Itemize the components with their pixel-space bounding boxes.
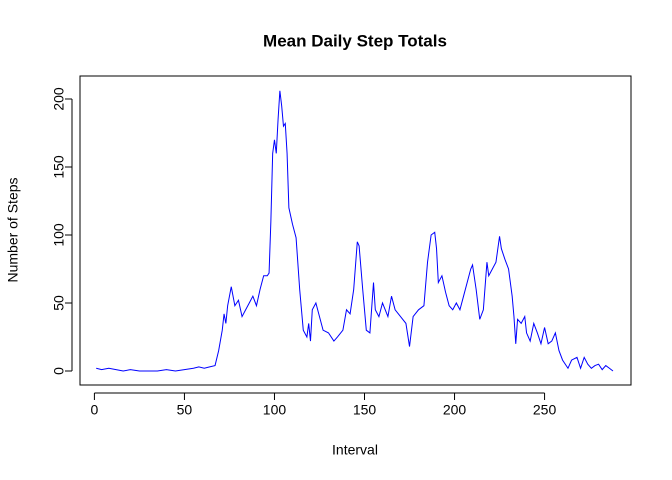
x-tick-label: 250 bbox=[533, 402, 557, 418]
y-tick-label: 150 bbox=[51, 155, 67, 179]
y-tick-label: 50 bbox=[51, 295, 67, 311]
x-tick-label: 150 bbox=[353, 402, 377, 418]
chart-title: Mean Daily Step Totals bbox=[263, 31, 447, 50]
plot-box bbox=[79, 75, 632, 386]
data-line bbox=[96, 90, 614, 372]
y-tick-label: 100 bbox=[51, 223, 67, 247]
x-tick-label: 200 bbox=[443, 402, 467, 418]
y-tick-label: 200 bbox=[51, 87, 67, 111]
x-tick-label: 50 bbox=[177, 402, 193, 418]
y-axis-label: Number of Steps bbox=[5, 177, 21, 282]
x-tick-label: 0 bbox=[91, 402, 99, 418]
y-tick-label: 0 bbox=[51, 367, 67, 375]
x-tick-label: 100 bbox=[263, 402, 287, 418]
x-axis-label: Interval bbox=[332, 442, 378, 458]
